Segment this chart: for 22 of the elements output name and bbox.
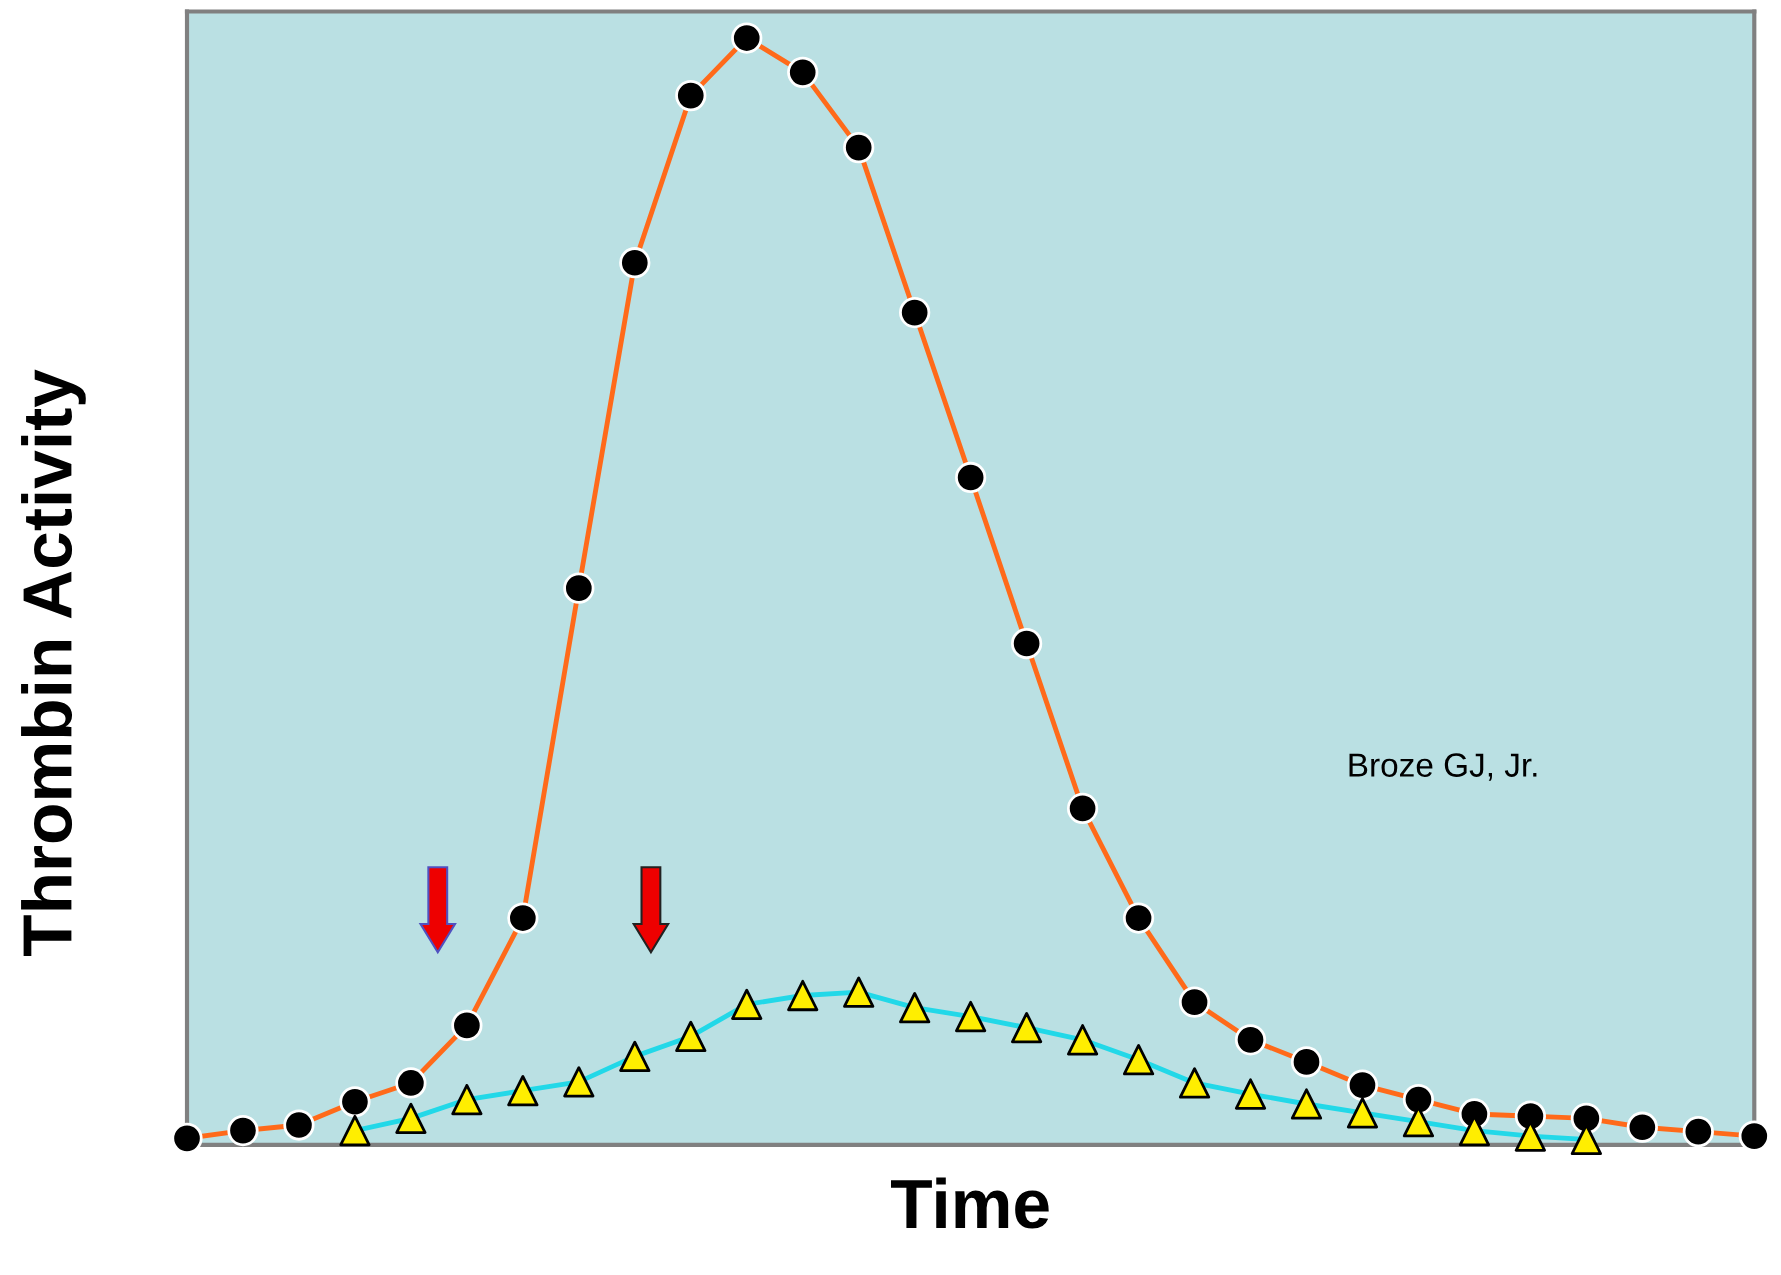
point: [955, 1000, 987, 1033]
point: [731, 988, 763, 1020]
point: [843, 976, 875, 1008]
point: [1346, 1097, 1379, 1129]
point: [619, 1040, 651, 1073]
point: [1066, 1024, 1099, 1056]
point: [1234, 1078, 1267, 1110]
point: [451, 1083, 483, 1116]
x-axis-title: Time: [891, 1177, 1049, 1229]
annotation: Broze GJ, Jr.: [1349, 753, 1537, 781]
point: [675, 1020, 707, 1053]
point: [1122, 1044, 1155, 1076]
point: [899, 992, 931, 1024]
point: [339, 1114, 371, 1147]
point: [1178, 1067, 1211, 1099]
point: [395, 1102, 427, 1135]
point: [1290, 1088, 1323, 1120]
point: [787, 979, 819, 1012]
point: [563, 1066, 595, 1098]
point: [507, 1075, 539, 1107]
point: [1011, 1012, 1043, 1044]
y-axis-title: Thrombin Activity: [21, 369, 86, 957]
